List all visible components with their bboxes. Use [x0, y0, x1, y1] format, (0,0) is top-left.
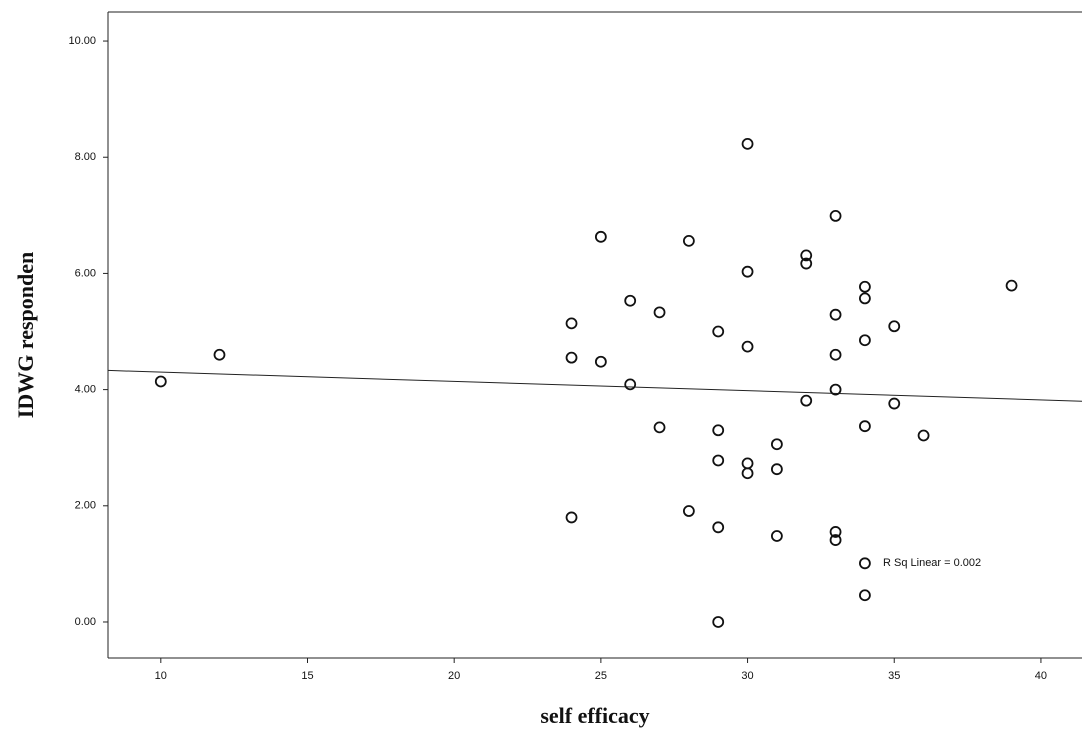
- x-tick-label: 20: [448, 670, 460, 682]
- point: [888, 397, 901, 410]
- point: [829, 383, 842, 396]
- point: [770, 438, 783, 451]
- point: [712, 616, 725, 628]
- x-tick-label: 25: [595, 670, 607, 682]
- point: [712, 325, 725, 338]
- point: [653, 421, 666, 434]
- point: [565, 351, 578, 364]
- x-axis-title: self efficacy: [540, 703, 649, 728]
- y-tick-label: 6.00: [75, 267, 96, 279]
- point: [859, 334, 871, 347]
- point: [859, 420, 871, 433]
- point: [829, 308, 842, 321]
- y-axis-title: IDWG responden: [13, 252, 38, 418]
- point: [682, 234, 695, 247]
- annotation: R Sq Linear = 0.002: [883, 557, 981, 569]
- point: [594, 355, 607, 368]
- point: [829, 210, 842, 222]
- point: [917, 429, 930, 442]
- point: [770, 530, 783, 542]
- point: [565, 317, 578, 330]
- point: [859, 589, 871, 602]
- point: [712, 454, 725, 467]
- point: [859, 292, 871, 305]
- point: [624, 378, 637, 391]
- x-tick-label: 10: [155, 670, 167, 682]
- point: [741, 457, 754, 470]
- y-tick-label: 2.00: [75, 500, 96, 512]
- point: [741, 137, 754, 150]
- point: [594, 230, 607, 243]
- point: [741, 340, 754, 353]
- point: [712, 424, 725, 437]
- point: [565, 511, 578, 524]
- x-tick-label: 40: [1035, 670, 1047, 682]
- fit-line: [107, 369, 1082, 402]
- y-tick-label: 8.00: [75, 151, 96, 163]
- y-tick-label: 4.00: [75, 384, 96, 396]
- point: [829, 526, 842, 538]
- x-tick-label: 15: [301, 670, 313, 682]
- point: [859, 280, 871, 293]
- point: [1005, 279, 1018, 292]
- y-tick-label: 0.00: [75, 616, 96, 628]
- point: [800, 257, 813, 270]
- point: [653, 306, 666, 319]
- point: [624, 294, 637, 307]
- point: [213, 348, 226, 361]
- point: [770, 463, 783, 476]
- point: [800, 394, 813, 407]
- point: [859, 557, 871, 570]
- x-tick-label: 30: [741, 670, 753, 682]
- point: [682, 505, 695, 517]
- y-tick-label: 10.00: [68, 35, 96, 47]
- x-tick-label: 35: [888, 670, 900, 682]
- point: [888, 320, 901, 333]
- point: [741, 265, 754, 278]
- point: [800, 249, 813, 262]
- point: [829, 534, 842, 546]
- point: [154, 375, 167, 388]
- point: [712, 521, 725, 534]
- point: [741, 467, 754, 480]
- point: [829, 348, 842, 361]
